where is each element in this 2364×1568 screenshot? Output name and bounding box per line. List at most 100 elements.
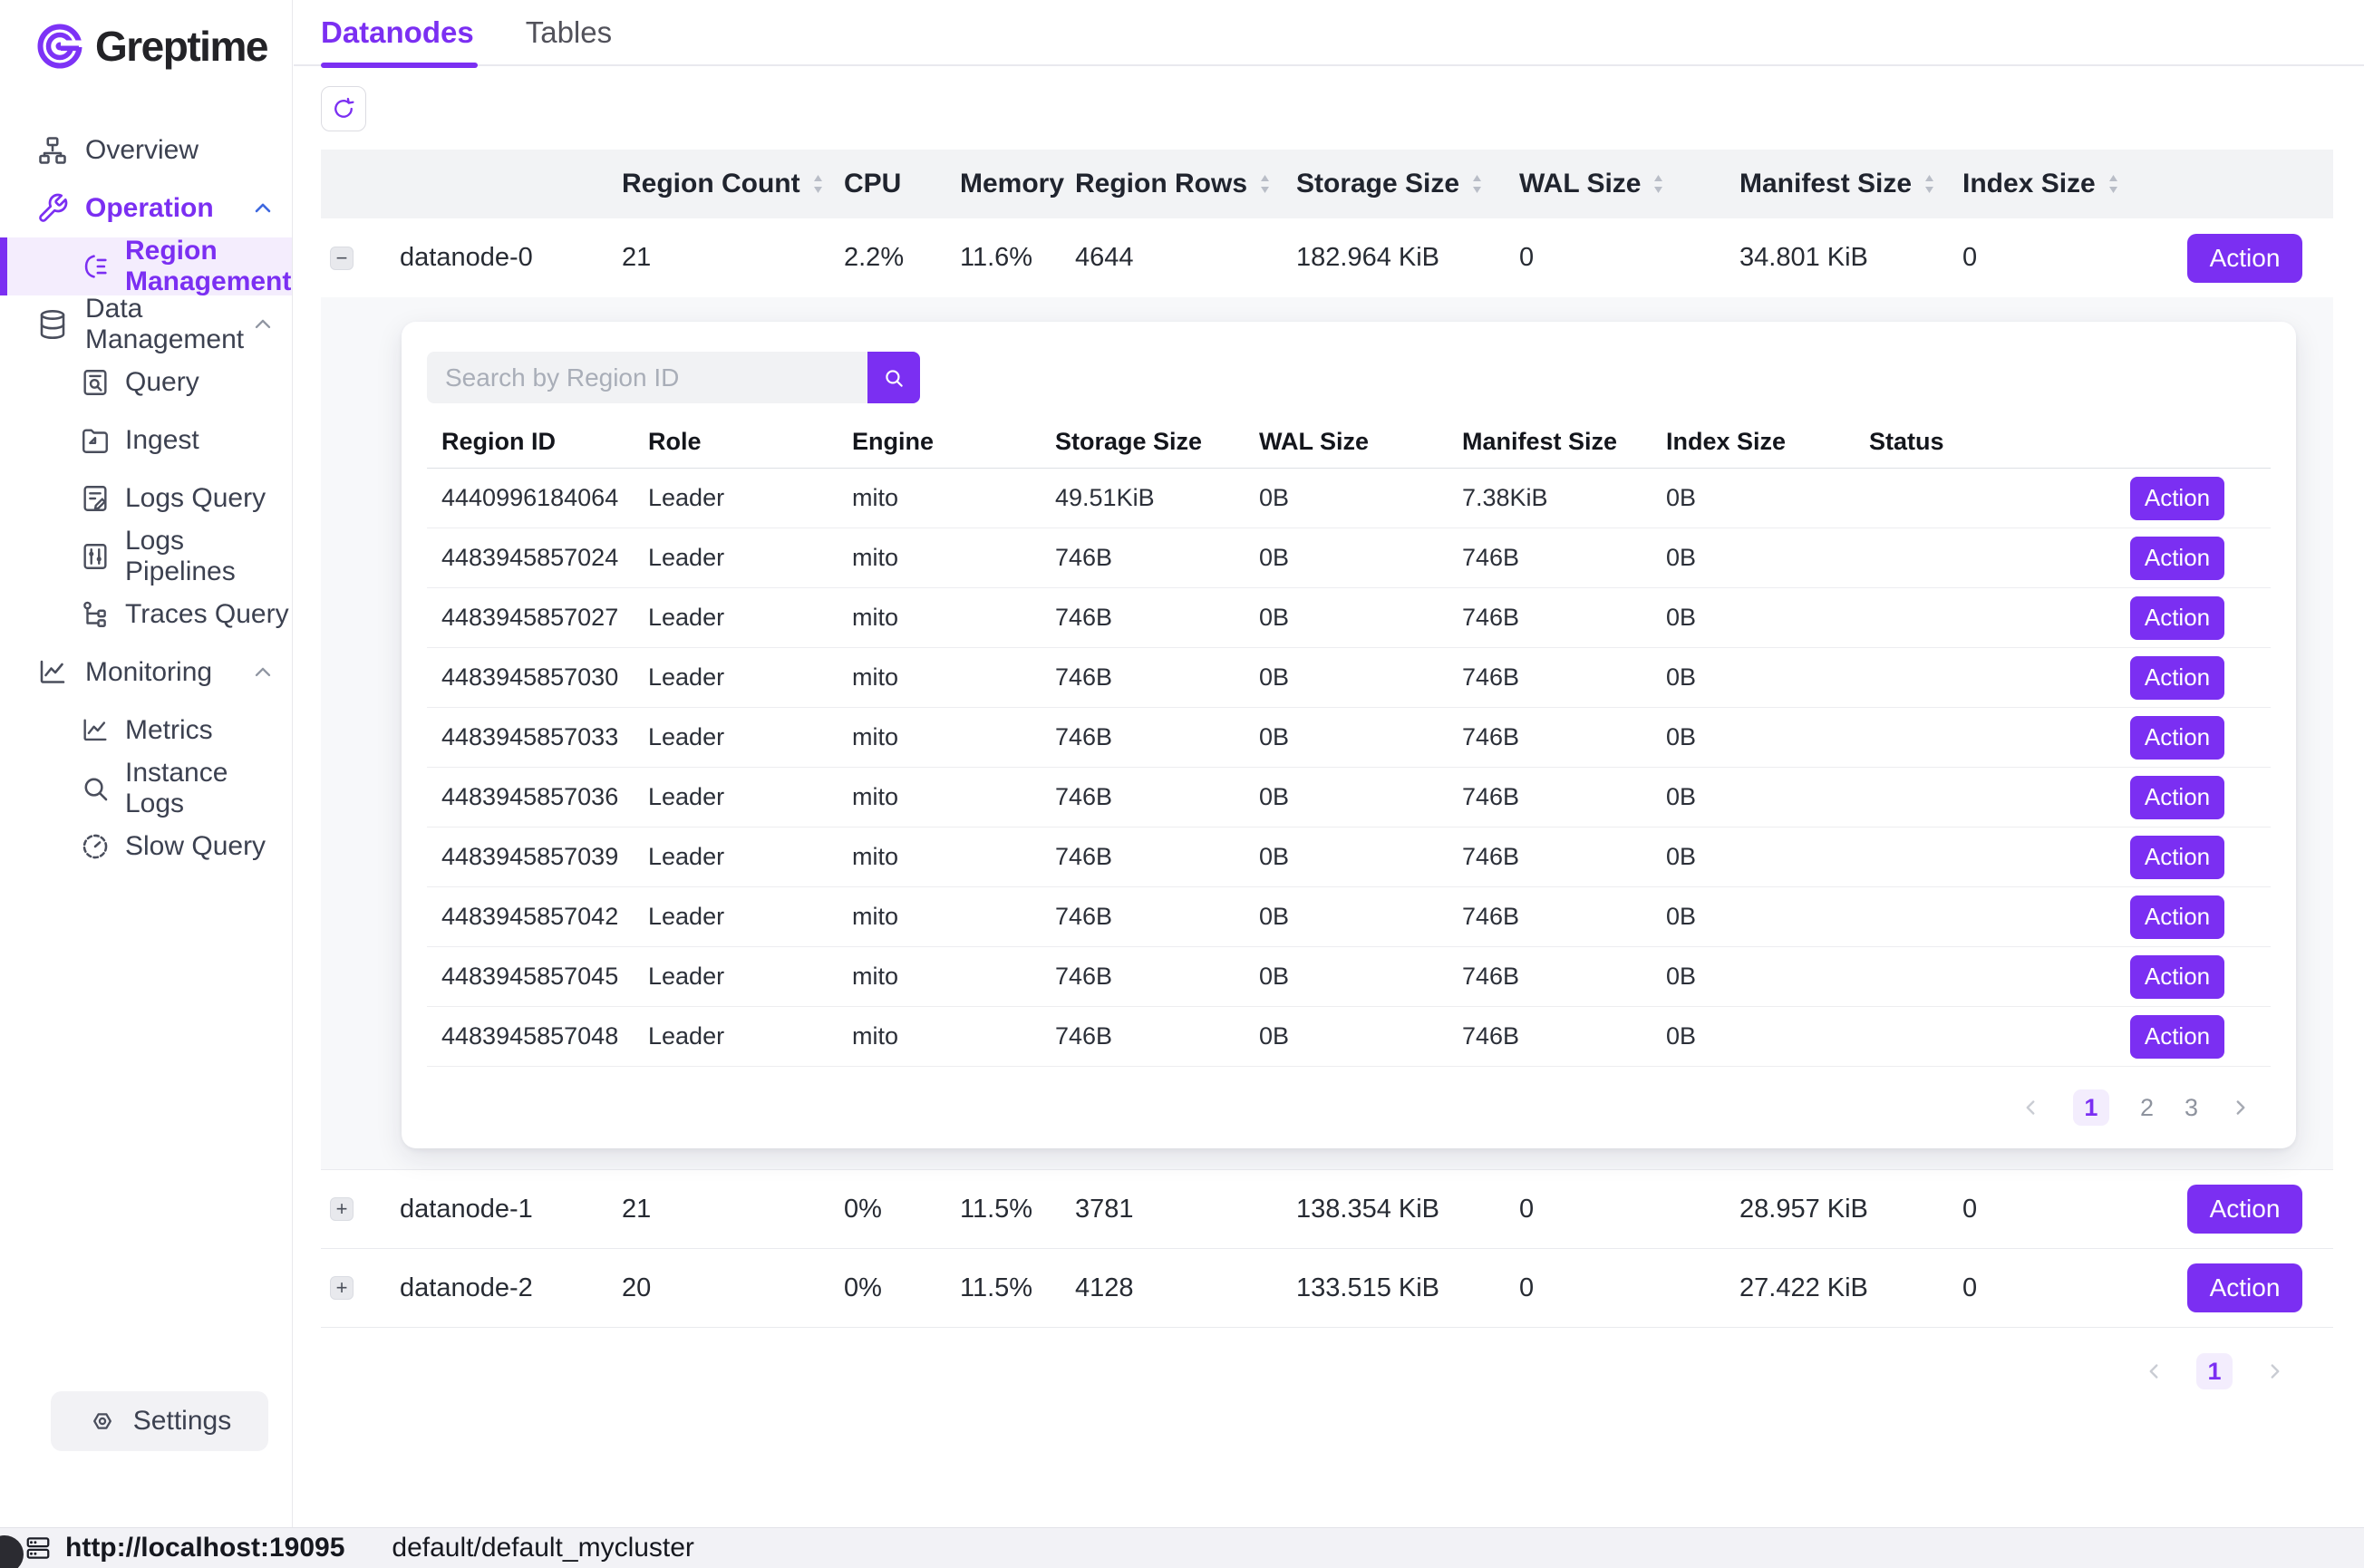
pagination-page-3[interactable]: 3 (2185, 1094, 2198, 1122)
action-button[interactable]: Action (2130, 895, 2224, 939)
role-cell: Leader (648, 723, 852, 751)
action-button[interactable]: Action (2187, 1185, 2302, 1234)
action-button[interactable]: Action (2130, 596, 2224, 640)
manifest-size-cell: 7.38KiB (1462, 484, 1666, 512)
sidebar-item-label: Ingest (125, 425, 199, 456)
pagination-prev-icon[interactable] (2019, 1096, 2042, 1119)
query-icon (80, 367, 111, 398)
column-header-memory: Memory (960, 169, 1075, 199)
sidebar-section-monitoring[interactable]: Monitoring (0, 644, 292, 702)
action-button[interactable]: Action (2130, 1015, 2224, 1059)
action-button[interactable]: Action (2130, 955, 2224, 999)
pagination-page-1[interactable]: 1 (2073, 1089, 2109, 1126)
action-button[interactable]: Action (2130, 776, 2224, 819)
role-cell: Leader (648, 663, 852, 692)
sidebar-section-operation[interactable]: Operation (0, 179, 292, 237)
sidebar-item-region-management[interactable]: Region Management (0, 237, 292, 295)
manifest-size-cell: 746B (1462, 663, 1666, 692)
manifest-size-cell: 746B (1462, 604, 1666, 632)
expand-row-button[interactable]: + (330, 1276, 354, 1300)
cluster-name[interactable]: default/default_mycluster (392, 1533, 694, 1563)
chevron-up-icon[interactable] (250, 312, 276, 337)
table-row-datanode-0: − datanode-0 21 2.2% 11.6% 4644 182.964 … (321, 218, 2333, 297)
sidebar-item-slow-query[interactable]: Slow Query (0, 818, 292, 876)
sidebar-item-query[interactable]: Query (0, 353, 292, 411)
sort-icon[interactable] (1258, 172, 1272, 196)
gear-icon (88, 1407, 117, 1436)
sort-icon[interactable] (811, 172, 825, 196)
search-icon (882, 366, 906, 390)
sidebar-item-traces-query[interactable]: Traces Query (0, 586, 292, 644)
region-id-cell: 4483945857042 (427, 903, 648, 931)
wal-size-cell: 0B (1259, 604, 1462, 632)
collapse-row-button[interactable]: − (330, 247, 354, 270)
refresh-button[interactable] (321, 86, 366, 131)
settings-button[interactable]: Settings (51, 1391, 268, 1451)
pagination-next-icon[interactable] (2229, 1096, 2253, 1119)
storage-size-cell: 746B (1055, 963, 1259, 991)
table-row-datanode-1: + datanode-1 21 0% 11.5% 3781 138.354 Ki… (321, 1170, 2333, 1249)
pagination-prev-icon[interactable] (2142, 1360, 2165, 1383)
role-cell: Leader (648, 843, 852, 871)
index-size-cell: 0 (1962, 243, 2187, 273)
sort-icon[interactable] (1923, 172, 1936, 196)
column-header-index-size[interactable]: Index Size (1962, 169, 2187, 199)
sort-icon[interactable] (1470, 172, 1484, 196)
pagination-page-1[interactable]: 1 (2196, 1353, 2233, 1389)
sidebar-item-logs-query[interactable]: Logs Query (0, 469, 292, 528)
column-header-region-rows[interactable]: Region Rows (1075, 169, 1296, 199)
sidebar-item-metrics[interactable]: Metrics (0, 702, 292, 760)
sidebar-item-logs-pipelines[interactable]: Logs Pipelines (0, 528, 292, 586)
action-button[interactable]: Action (2130, 537, 2224, 580)
action-button[interactable]: Action (2187, 234, 2302, 283)
region-row: 4483945857033 Leader mito 746B 0B 746B 0… (427, 708, 2271, 768)
chevron-up-icon[interactable] (250, 660, 276, 685)
manifest-size-cell: 746B (1462, 544, 1666, 572)
index-size-cell: 0 (1962, 1195, 2187, 1224)
action-button[interactable]: Action (2130, 836, 2224, 879)
region-rows-cell: 4128 (1075, 1273, 1296, 1303)
server-url[interactable]: http://localhost:19095 (65, 1533, 344, 1563)
column-header-manifest-size[interactable]: Manifest Size (1739, 169, 1962, 199)
brand-logo[interactable]: Greptime (36, 22, 292, 71)
metrics-icon (80, 715, 111, 746)
ingest-icon (80, 425, 111, 456)
sidebar-section-data-management[interactable]: Data Management (0, 295, 292, 353)
action-button[interactable]: Action (2130, 477, 2224, 520)
action-button[interactable]: Action (2187, 1263, 2302, 1312)
sidebar-item-label: Query (125, 367, 199, 398)
sidebar-item-ingest[interactable]: Ingest (0, 411, 292, 469)
action-button[interactable]: Action (2130, 656, 2224, 700)
region-search-input[interactable] (427, 352, 867, 403)
column-header-region-count[interactable]: Region Count (622, 169, 844, 199)
search-button[interactable] (867, 352, 920, 403)
region-search-bar (427, 352, 920, 403)
sidebar-item-overview[interactable]: Overview (0, 121, 292, 179)
expand-row-button[interactable]: + (330, 1197, 354, 1221)
engine-cell: mito (852, 604, 1055, 632)
column-header-wal-size[interactable]: WAL Size (1519, 169, 1739, 199)
storage-size-cell: 746B (1055, 903, 1259, 931)
pagination-page-2[interactable]: 2 (2140, 1094, 2154, 1122)
tab-datanodes[interactable]: Datanodes (321, 0, 474, 64)
sort-icon[interactable] (1652, 172, 1665, 196)
pagination-next-icon[interactable] (2263, 1360, 2287, 1383)
datanodes-table-header: Region Count CPU Memory Region Rows Stor… (321, 150, 2333, 218)
sidebar-item-instance-logs[interactable]: Instance Logs (0, 760, 292, 818)
index-size-cell: 0B (1666, 843, 1869, 871)
tab-tables[interactable]: Tables (526, 0, 612, 64)
region-id-cell: 4483945857048 (427, 1022, 648, 1050)
region-row: 4483945857024 Leader mito 746B 0B 746B 0… (427, 528, 2271, 588)
manifest-size-cell: 746B (1462, 1022, 1666, 1050)
index-size-cell: 0B (1666, 484, 1869, 512)
region-count-cell: 21 (622, 1195, 844, 1224)
wal-size-cell: 0B (1259, 783, 1462, 811)
index-size-cell: 0B (1666, 663, 1869, 692)
engine-cell: mito (852, 783, 1055, 811)
engine-cell: mito (852, 843, 1055, 871)
index-size-cell: 0B (1666, 783, 1869, 811)
sort-icon[interactable] (2107, 172, 2120, 196)
column-header-storage-size[interactable]: Storage Size (1296, 169, 1519, 199)
chevron-up-icon[interactable] (250, 196, 276, 221)
action-button[interactable]: Action (2130, 716, 2224, 760)
